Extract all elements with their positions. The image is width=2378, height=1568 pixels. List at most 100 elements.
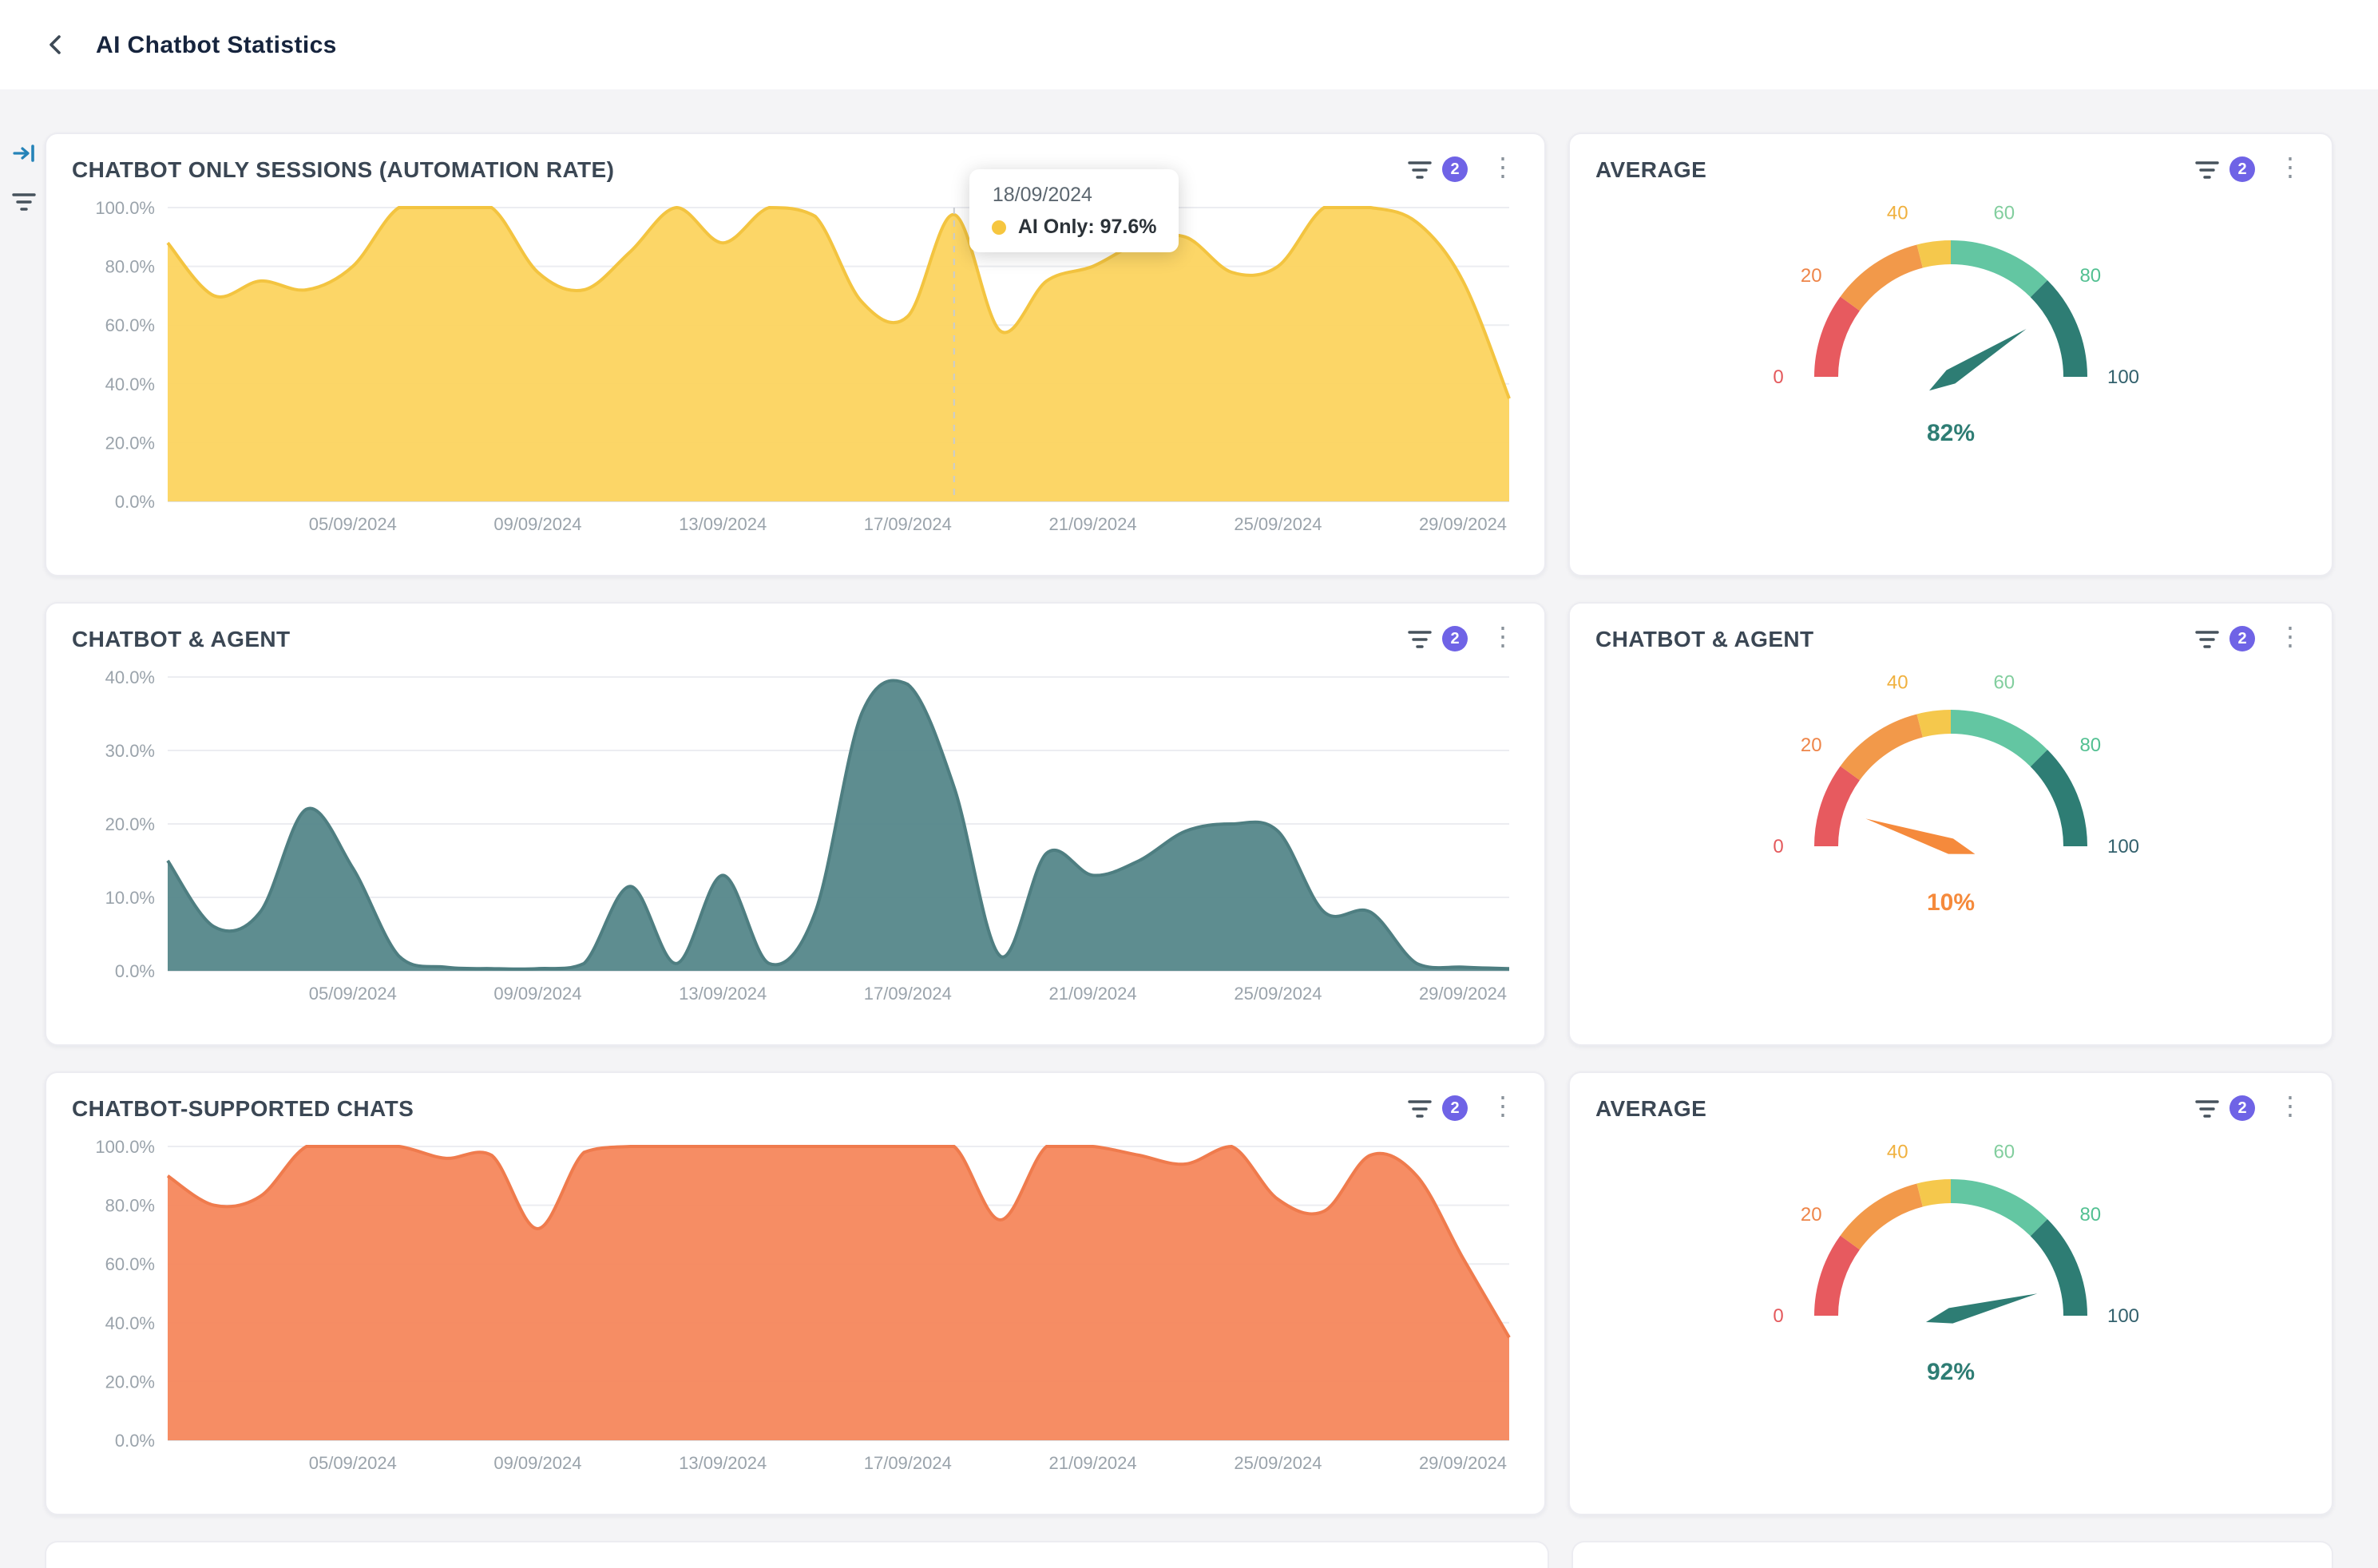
gauge-tick-label: 80 — [2079, 1204, 2101, 1225]
gauge-segment — [1916, 710, 1952, 738]
series-dot — [992, 220, 1007, 234]
filter-button[interactable]: 2 — [2191, 1092, 2258, 1124]
gauge-segment — [1840, 714, 1924, 781]
card-average-gauge-1: AVERAGE 2 ⋮ — [1568, 133, 2333, 576]
x-axis-label: 25/09/2024 — [1234, 514, 1322, 534]
filter-icon — [1408, 630, 1432, 647]
gauge-tick-label: 20 — [1801, 1204, 1822, 1225]
filter-icon — [12, 192, 36, 210]
x-axis-label: 21/09/2024 — [1049, 1453, 1137, 1473]
area-chart[interactable]: 0.0% 20.0% 40.0% 60.0% 80.0% 100.0% 05/09/2024… — [72, 1134, 1519, 1487]
gauge-tick-label: 60 — [1993, 1142, 2015, 1163]
gauge-segment — [1950, 240, 2047, 298]
x-axis-label: 13/09/2024 — [679, 514, 767, 534]
filter-icon — [1408, 160, 1432, 178]
area-chart[interactable]: 0.0% 20.0% 40.0% 60.0% 80.0% 100.0% 05/09/2024… — [72, 195, 1519, 548]
collapse-panel-button[interactable] — [8, 137, 40, 169]
filter-icon — [2195, 630, 2219, 647]
chevron-left-icon — [50, 35, 61, 54]
top-bar: AI Chatbot Statistics — [0, 0, 2378, 89]
gauge-tick-label: 20 — [1801, 735, 1822, 756]
card-chatbot-supported-chats: CHATBOT-SUPPORTED CHATS 2 ⋮ — [45, 1071, 1546, 1515]
gauge-segment — [2030, 280, 2088, 378]
y-axis-label: 40.0% — [105, 667, 155, 687]
gauge-segment — [2030, 750, 2088, 847]
more-options-button[interactable]: ⋮ — [1487, 1095, 1519, 1121]
more-options-button[interactable]: ⋮ — [1487, 156, 1519, 182]
filter-button[interactable]: 2 — [1404, 1092, 1471, 1124]
gauge-chart: 0 20 40 60 80 100 10% — [1595, 661, 2306, 942]
gauge-needle — [1929, 329, 2027, 391]
filter-icon — [1408, 1099, 1432, 1117]
x-axis-label: 05/09/2024 — [309, 984, 397, 1004]
arrow-to-bar-icon — [12, 145, 34, 162]
filter-button[interactable]: 2 — [2191, 153, 2258, 185]
area-chart-svg: 0.0% 20.0% 40.0% 60.0% 80.0% 100.0% 05/09/2024… — [95, 1137, 1511, 1473]
filter-button[interactable]: 2 — [2191, 623, 2258, 655]
gauge-tick-label: 40 — [1887, 1142, 1908, 1163]
content-area: CHATBOT ONLY SESSIONS (AUTOMATION RATE) … — [0, 89, 2378, 1568]
dashboard-grid: CHATBOT ONLY SESSIONS (AUTOMATION RATE) … — [45, 133, 2333, 1568]
filter-icon — [2195, 1099, 2219, 1117]
x-axis-label: 13/09/2024 — [679, 1453, 767, 1473]
x-axis-label: 17/09/2024 — [864, 1453, 952, 1473]
tooltip-value: AI Only: 97.6% — [1017, 216, 1157, 238]
y-axis-label: 80.0% — [105, 1196, 155, 1216]
area-chart-svg: 0.0% 10.0% 20.0% 30.0% 40.0% 05/09/2024 09/09/… — [105, 667, 1510, 1004]
dashboard-row: CHATBOT & AGENT 2 ⋮ — [45, 602, 2333, 1046]
x-axis-label: 17/09/2024 — [864, 514, 952, 534]
gauge-needle — [1865, 818, 1976, 854]
x-axis-label: 29/09/2024 — [1419, 1453, 1507, 1473]
gauge-tick-label: 0 — [1773, 836, 1783, 857]
y-axis-label: 40.0% — [105, 1313, 155, 1333]
y-axis-label: 0.0% — [115, 492, 155, 512]
area-line — [166, 1144, 1511, 1339]
gauge-segment — [1950, 709, 2047, 767]
card-chatbot-and-agent-chart: CHATBOT & AGENT 2 ⋮ — [45, 602, 1546, 1046]
back-button[interactable] — [35, 24, 77, 65]
card-header: AVERAGE 2 ⋮ — [1595, 1092, 2306, 1124]
gauge-chart: 0 20 40 60 80 100 92% — [1595, 1130, 2306, 1412]
dashboard-row: CHATBOT-SUPPORTED CHATS 2 ⋮ — [45, 1071, 2333, 1515]
card-title: AVERAGE — [1595, 156, 1707, 182]
x-axis-label: 17/09/2024 — [864, 984, 952, 1004]
gauge-tick-label: 100 — [2107, 836, 2139, 857]
rail-filter-button[interactable] — [8, 185, 40, 217]
filter-count-badge: 2 — [1442, 626, 1468, 651]
card-chatbot-only-sessions: CHATBOT ONLY SESSIONS (AUTOMATION RATE) … — [45, 133, 1546, 576]
card-actions: 2 ⋮ — [1404, 1092, 1519, 1124]
x-axis-label: 05/09/2024 — [309, 514, 397, 534]
next-card-preview — [1571, 1541, 2333, 1568]
area-line — [166, 679, 1510, 971]
card-actions: 2 ⋮ — [2191, 153, 2306, 185]
gauge-segment — [1814, 766, 1861, 847]
gauge-segment — [1814, 296, 1861, 378]
next-row-preview — [45, 1541, 2333, 1568]
filter-button[interactable]: 2 — [1404, 623, 1471, 655]
more-options-button[interactable]: ⋮ — [2274, 625, 2306, 651]
gauge-tick-label: 20 — [1801, 265, 1822, 287]
area-fill — [168, 1146, 1509, 1440]
card-title: CHATBOT-SUPPORTED CHATS — [72, 1095, 414, 1121]
gauge-tick-label: 40 — [1887, 203, 1908, 224]
y-axis-label: 100.0% — [95, 198, 155, 218]
more-options-button[interactable]: ⋮ — [2274, 1095, 2306, 1121]
filter-count-badge: 2 — [2229, 626, 2255, 651]
gauge-segment — [2030, 1219, 2088, 1317]
card-title: AVERAGE — [1595, 1095, 1707, 1121]
filter-count-badge: 2 — [2229, 1095, 2255, 1121]
filter-button[interactable]: 2 — [1404, 153, 1471, 185]
y-axis-label: 0.0% — [115, 961, 155, 981]
more-options-button[interactable]: ⋮ — [2274, 156, 2306, 182]
y-axis-label: 30.0% — [105, 741, 155, 761]
y-axis-label: 60.0% — [105, 315, 155, 335]
more-options-button[interactable]: ⋮ — [1487, 625, 1519, 651]
gauge-svg: 0 20 40 60 80 100 92% — [1773, 1142, 2139, 1385]
gauge-needle — [1926, 1293, 2038, 1324]
y-axis-label: 80.0% — [105, 257, 155, 277]
gauge-segment — [1814, 1235, 1861, 1317]
gauge-tick-label: 60 — [1993, 203, 2015, 224]
area-chart[interactable]: 0.0% 10.0% 20.0% 30.0% 40.0% 05/09/2024 09/09/… — [72, 664, 1519, 1017]
card-actions: 2 ⋮ — [1404, 623, 1519, 655]
x-axis-label: 09/09/2024 — [493, 984, 581, 1004]
